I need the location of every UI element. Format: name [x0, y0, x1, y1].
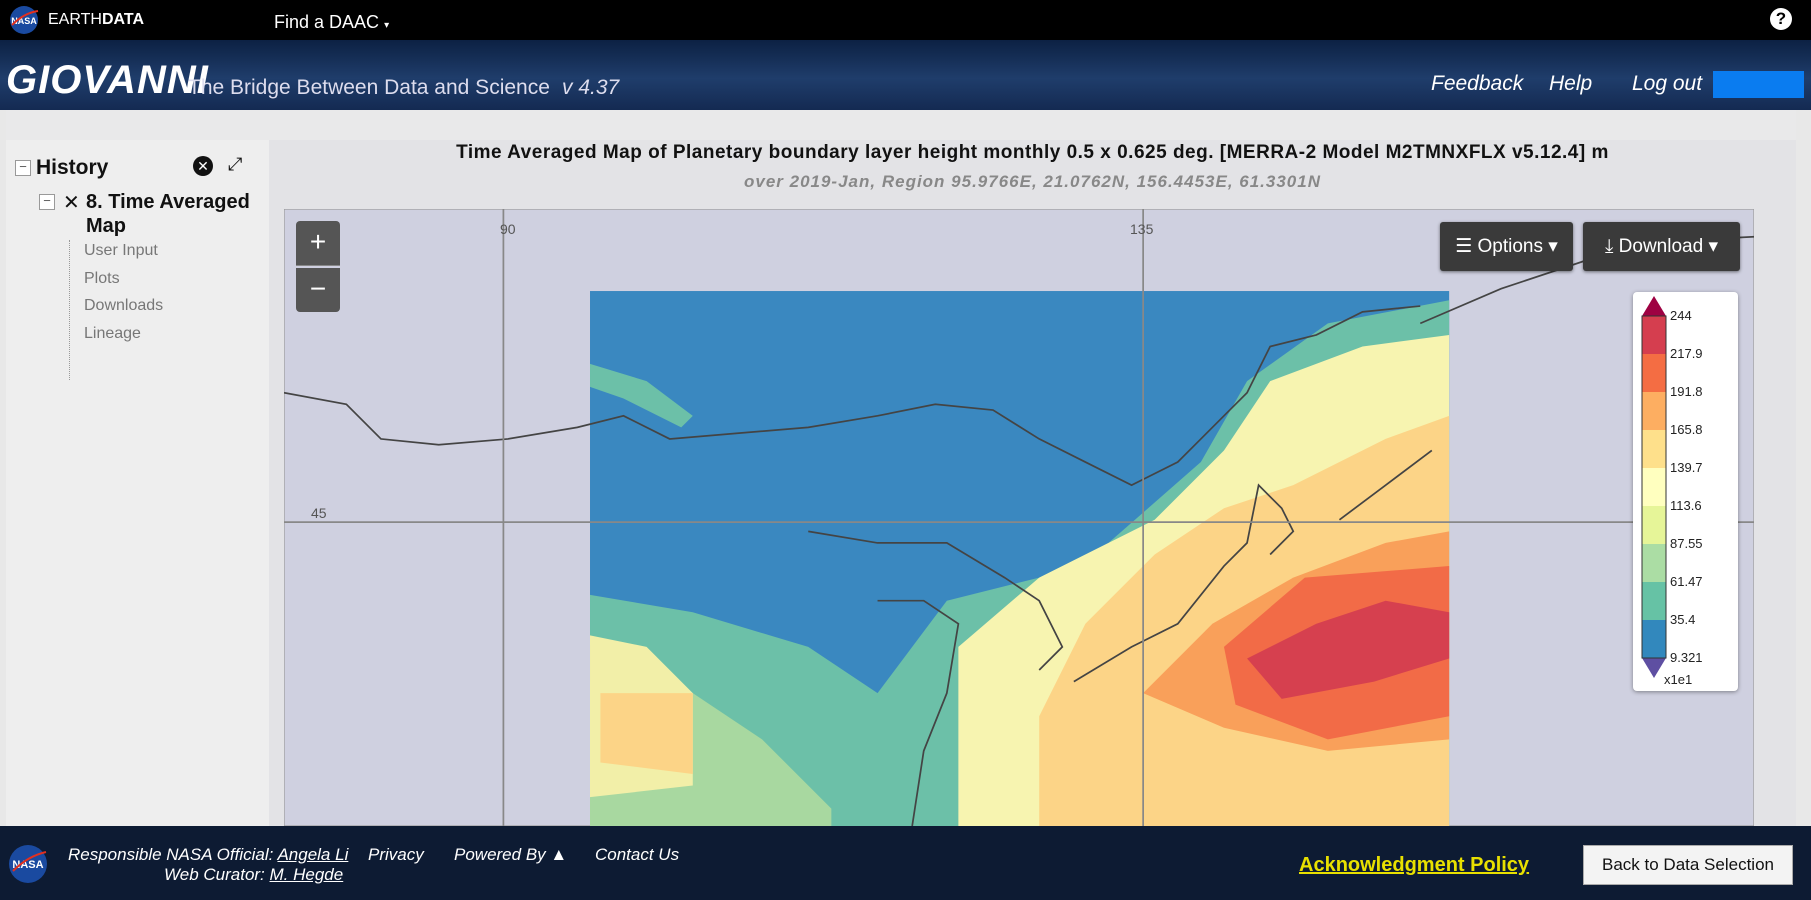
legend — [1633, 292, 1738, 691]
legend-label: 165.8 — [1670, 422, 1703, 437]
options-button[interactable]: ☰ Options ▾ — [1440, 222, 1573, 271]
version: v 4.37 — [562, 76, 620, 99]
back-button[interactable]: Back to Data Selection — [1583, 845, 1793, 885]
history-title: History — [36, 156, 109, 179]
legend-label: 191.8 — [1670, 384, 1703, 399]
plot-title: Time Averaged Map of Planetary boundary … — [456, 142, 1609, 163]
legend-label: 35.4 — [1670, 612, 1696, 627]
sidebar: − History ✕ ⤢ − ✕ 8. Time Averaged Map U… — [6, 140, 269, 826]
graticule — [284, 209, 1754, 826]
curator-link[interactable]: M. Hegde — [269, 865, 344, 884]
map[interactable] — [284, 209, 1754, 826]
daac-menu-text: Find a DAAC — [274, 12, 380, 32]
collapse[interactable]: − — [15, 160, 31, 176]
download-button[interactable]: ⤓ Download ▾ — [1583, 222, 1740, 271]
user-box — [1713, 71, 1804, 98]
grid-label: 90 — [500, 221, 516, 237]
grid-label: 45 — [311, 505, 327, 521]
history-item[interactable]: 8. Time Averaged Map — [86, 191, 250, 237]
nav-link[interactable]: Help — [1549, 72, 1593, 95]
tree-line — [69, 240, 71, 380]
daac-menu[interactable]: Find a DAAC ▾ — [274, 12, 390, 32]
legend-label: 113.6 — [1670, 498, 1702, 513]
options-text: Options — [1477, 235, 1543, 257]
footer-link[interactable]: Privacy — [368, 845, 424, 864]
legend-label: 139.7 — [1670, 460, 1703, 475]
official-label: Responsible NASA Official: — [68, 845, 274, 864]
svg-text:NASA: NASA — [11, 16, 37, 26]
legend-label: 244 — [1670, 308, 1692, 323]
top-bar: NASA EARTHDATA Find a DAAC ▾ ? — [0, 0, 1811, 40]
legend-label: x1e1 — [1664, 672, 1693, 687]
brand[interactable]: EARTHDATA — [48, 11, 144, 29]
tree-child[interactable]: Downloads — [84, 297, 164, 314]
help-icon[interactable]: ? — [1770, 8, 1792, 30]
curator: Web Curator: M. Hegde — [164, 865, 343, 885]
footer: NASA Responsible NASA Official: Angela L… — [0, 826, 1811, 900]
tree-child[interactable]: User Input — [84, 242, 158, 259]
policy-link[interactable]: Acknowledgment Policy — [1299, 854, 1530, 876]
footer-link[interactable]: Powered By ▲ — [454, 845, 568, 864]
brand-a: EARTH — [48, 11, 102, 28]
header: GIOVANNI The Bridge Between Data and Sci… — [0, 40, 1811, 110]
tagline: The Bridge Between Data and Science — [188, 76, 550, 99]
official-link[interactable]: Angela Li — [277, 845, 349, 864]
nasa-logo: NASA — [9, 845, 47, 883]
tree-child[interactable]: Plots — [84, 270, 120, 287]
svg-text:NASA: NASA — [12, 859, 43, 871]
zoom-out[interactable]: − — [296, 268, 340, 312]
nav-link[interactable]: Feedback — [1431, 72, 1524, 95]
collapse[interactable]: − — [39, 194, 55, 210]
legend-label: 61.47 — [1670, 574, 1703, 589]
grid-label: 135 — [1130, 221, 1154, 237]
clear-history[interactable]: ✕ — [193, 156, 213, 176]
plot-subtitle: over 2019-Jan, Region 95.9766E, 21.0762N… — [743, 172, 1321, 191]
nasa-logo: NASA — [10, 6, 39, 34]
nav-link[interactable]: Log out — [1632, 72, 1703, 95]
legend-label: 9.321 — [1670, 650, 1703, 665]
tree-child[interactable]: Lineage — [84, 325, 141, 342]
expand[interactable]: ⤢ — [228, 154, 243, 174]
app-title: GIOVANNI — [6, 58, 209, 102]
colorbar — [1641, 296, 1667, 678]
brand-b: DATA — [101, 11, 144, 28]
download-text: Download — [1618, 235, 1704, 257]
official: Responsible NASA Official: Angela Li — [68, 845, 348, 865]
zoom-in[interactable]: + — [296, 221, 340, 266]
legend-label: 87.55 — [1670, 536, 1703, 551]
map-field — [590, 291, 1450, 826]
footer-link[interactable]: Contact Us — [595, 845, 680, 864]
curator-label: Web Curator: — [164, 865, 265, 884]
legend-label: 217.9 — [1670, 346, 1703, 361]
